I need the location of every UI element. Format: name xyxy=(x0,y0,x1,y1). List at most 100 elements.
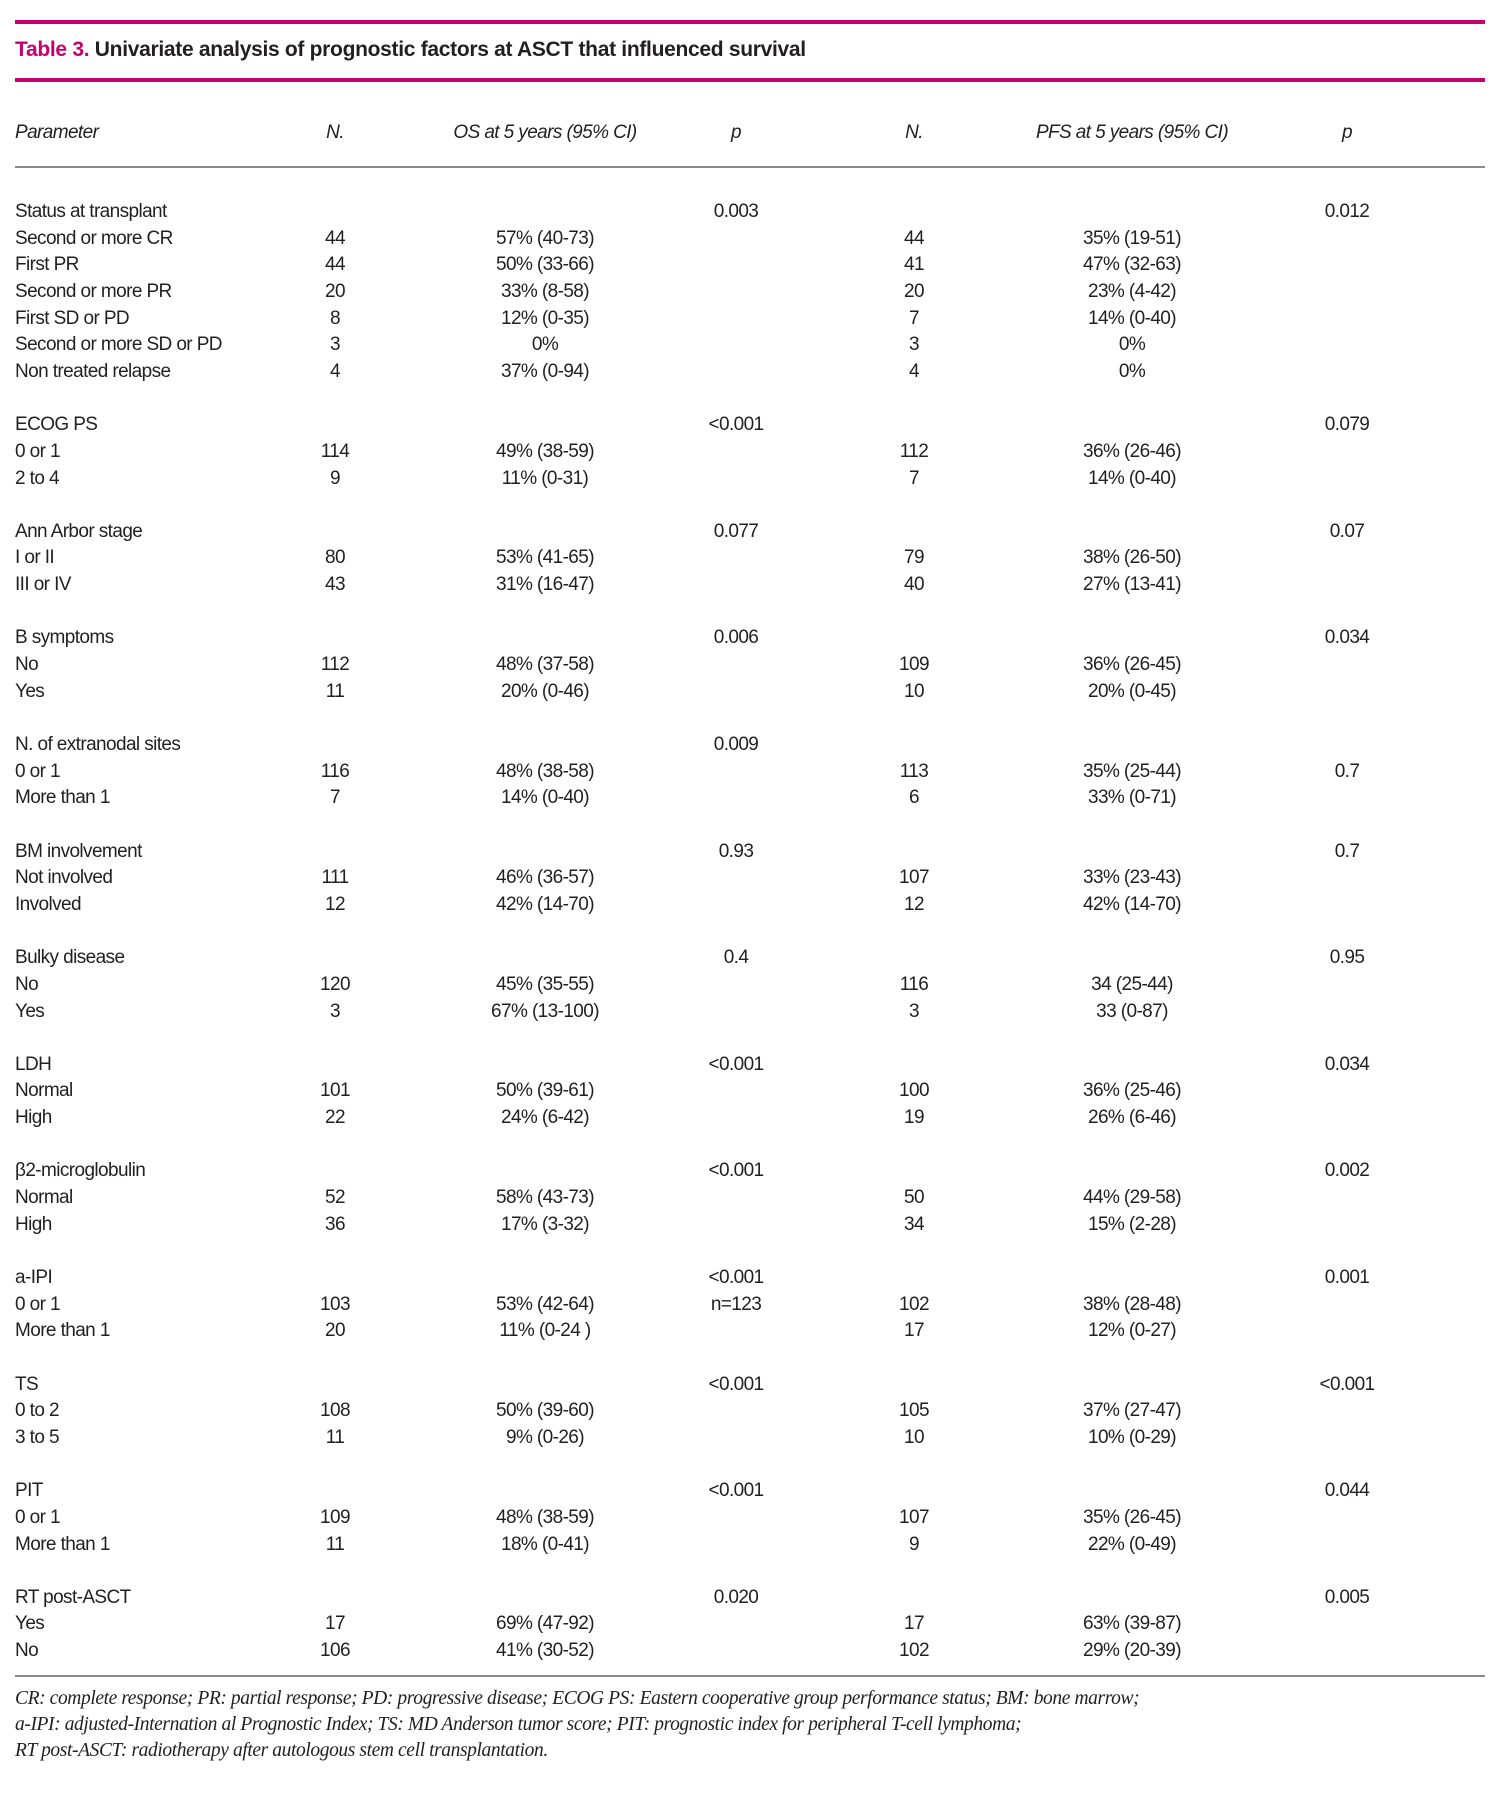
cell-os-5yr: 50% (33-66) xyxy=(496,254,595,276)
cell-pfs-p: 0.034 xyxy=(1324,1053,1370,1075)
cell-parameter: Yes xyxy=(15,1613,45,1635)
cell-os-n: 44 xyxy=(325,254,346,276)
footnote-line: CR: complete response; PR: partial respo… xyxy=(15,1688,1140,1709)
table-footnote: CR: complete response; PR: partial respo… xyxy=(15,1686,1140,1764)
cell-os-n: 9 xyxy=(330,467,341,489)
cell-os-5yr: 57% (40-73) xyxy=(496,227,595,249)
cell-os-n: 4 xyxy=(330,360,341,382)
cell-os-5yr: 69% (47-92) xyxy=(496,1613,595,1635)
cell-pfs-5yr: 12% (0-27) xyxy=(1088,1320,1177,1342)
cell-os-5yr: 9% (0-26) xyxy=(505,1426,585,1448)
cell-os-n: 7 xyxy=(330,787,341,809)
cell-pfs-5yr: 35% (25-44) xyxy=(1083,760,1182,782)
cell-pfs-5yr: 0% xyxy=(1118,360,1146,382)
cell-pfs-p: 0.005 xyxy=(1324,1586,1370,1608)
cell-os-p: <0.001 xyxy=(708,414,764,436)
cell-pfs-n: 100 xyxy=(899,1080,930,1102)
cell-os-n: 3 xyxy=(330,1000,341,1022)
cell-pfs-n: 44 xyxy=(904,227,925,249)
cell-os-5yr: 53% (41-65) xyxy=(496,547,595,569)
cell-pfs-n: 102 xyxy=(899,1640,930,1662)
cell-pfs-5yr: 38% (26-50) xyxy=(1083,547,1182,569)
cell-pfs-5yr: 15% (2-28) xyxy=(1088,1213,1177,1235)
header-pfs-p: p xyxy=(1342,122,1353,143)
cell-pfs-5yr: 42% (14-70) xyxy=(1083,893,1182,915)
cell-pfs-5yr: 44% (29-58) xyxy=(1083,1187,1182,1209)
table-label: Table 3. xyxy=(15,38,90,61)
cell-pfs-p: 0.001 xyxy=(1324,1267,1370,1288)
header-parameter: Parameter xyxy=(15,122,99,143)
cell-os-n: 20 xyxy=(325,1320,346,1342)
cell-parameter: N. of extranodal sites xyxy=(15,734,181,755)
cell-pfs-n: 6 xyxy=(909,787,920,809)
header-rule xyxy=(15,166,1485,168)
cell-parameter: 3 to 5 xyxy=(15,1426,60,1448)
cell-pfs-n: 105 xyxy=(899,1400,930,1422)
cell-os-5yr: 33% (8-58) xyxy=(501,280,590,302)
cell-pfs-n: 3 xyxy=(909,1000,920,1022)
table-title: Table 3. Univariate analysis of prognost… xyxy=(15,38,806,62)
cell-pfs-n: 10 xyxy=(904,680,925,702)
cell-os-n: 52 xyxy=(325,1187,346,1209)
cell-pfs-n: 7 xyxy=(909,467,920,489)
cell-pfs-5yr: 14% (0-40) xyxy=(1088,467,1177,489)
cell-parameter: More than 1 xyxy=(15,1320,110,1342)
cell-pfs-p: 0.012 xyxy=(1324,201,1370,222)
cell-os-p: 0.020 xyxy=(713,1586,759,1608)
cell-pfs-p: 0.7 xyxy=(1334,840,1360,862)
cell-os-n: 112 xyxy=(320,654,350,676)
cell-os-n: 17 xyxy=(325,1613,346,1635)
cell-os-5yr: 17% (3-32) xyxy=(501,1213,590,1235)
cell-pfs-5yr: 35% (19-51) xyxy=(1083,227,1182,249)
header-os-p: p xyxy=(731,122,742,143)
cell-pfs-p: 0.7 xyxy=(1334,760,1360,782)
cell-pfs-p: <0.001 xyxy=(1319,1373,1375,1395)
cell-os-n: 111 xyxy=(321,867,349,889)
cell-os-5yr: 48% (37-58) xyxy=(496,654,595,676)
cell-os-n: 109 xyxy=(320,1506,351,1528)
cell-parameter: Not involved xyxy=(15,867,113,889)
cell-parameter: Second or more SD or PD xyxy=(15,334,223,356)
cell-parameter: 0 or 1 xyxy=(15,440,61,462)
cell-parameter: I or II xyxy=(15,547,55,569)
cell-os-5yr: 48% (38-59) xyxy=(496,1506,595,1528)
footnote-line: a-IPI: adjusted-Internation al Prognosti… xyxy=(15,1714,1022,1735)
cell-pfs-5yr: 23% (4-42) xyxy=(1088,280,1177,302)
cell-parameter: Ann Arbor stage xyxy=(15,520,143,542)
cell-os-5yr: 18% (0-41) xyxy=(501,1533,590,1555)
footer-rule xyxy=(15,1675,1485,1677)
cell-pfs-5yr: 38% (28-48) xyxy=(1083,1293,1182,1315)
cell-pfs-p: 0.034 xyxy=(1324,627,1370,649)
cell-pfs-p: 0.002 xyxy=(1324,1160,1370,1182)
cell-pfs-n: 113 xyxy=(899,760,929,782)
cell-os-n: 36 xyxy=(325,1213,346,1235)
cell-os-p: <0.001 xyxy=(708,1267,764,1288)
cell-pfs-n: 116 xyxy=(899,973,929,995)
cell-os-5yr: 50% (39-60) xyxy=(496,1400,595,1422)
cell-parameter: LDH xyxy=(15,1053,52,1075)
cell-parameter: First SD or PD xyxy=(15,307,130,329)
cell-parameter: BM involvement xyxy=(15,840,142,862)
cell-pfs-p: 0.079 xyxy=(1324,414,1370,436)
cell-parameter: RT post-ASCT xyxy=(15,1586,131,1608)
cell-os-n: 12 xyxy=(325,893,346,915)
cell-os-n: 43 xyxy=(325,574,346,596)
cell-os-n: 80 xyxy=(325,547,346,569)
cell-pfs-n: 112 xyxy=(899,440,929,462)
cell-pfs-5yr: 29% (20-39) xyxy=(1083,1640,1182,1662)
cell-pfs-5yr: 33% (0-71) xyxy=(1088,787,1177,809)
cell-pfs-5yr: 26% (6-46) xyxy=(1088,1107,1177,1129)
cell-os-5yr: 37% (0-94) xyxy=(501,360,590,382)
cell-parameter: Bulky disease xyxy=(15,947,125,969)
cell-pfs-5yr: 14% (0-40) xyxy=(1088,307,1177,329)
header-pfs-n: N. xyxy=(905,122,923,143)
cell-pfs-5yr: 27% (13-41) xyxy=(1083,574,1182,596)
cell-os-p: 0.006 xyxy=(713,627,759,649)
cell-pfs-n: 40 xyxy=(904,574,925,596)
cell-pfs-5yr: 63% (39-87) xyxy=(1083,1613,1182,1635)
cell-parameter: Yes xyxy=(15,680,45,702)
cell-os-5yr: 58% (43-73) xyxy=(496,1187,595,1209)
cell-os-n: 106 xyxy=(320,1640,351,1662)
cell-parameter: More than 1 xyxy=(15,787,110,809)
cell-parameter: Second or more PR xyxy=(15,280,172,302)
